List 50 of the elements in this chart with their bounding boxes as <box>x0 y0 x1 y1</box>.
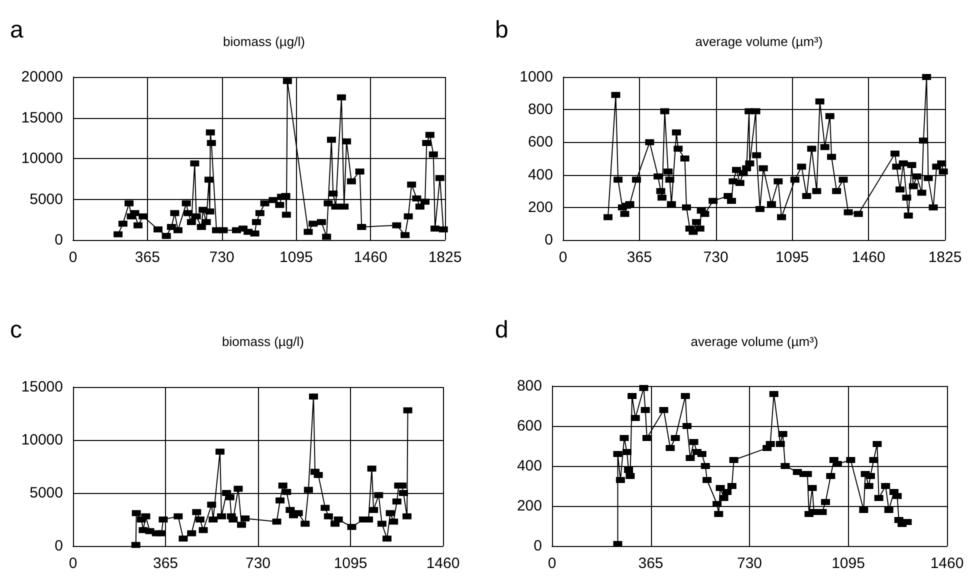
y-tick-label: 800 <box>516 378 542 394</box>
y-tick-label: 400 <box>516 458 542 474</box>
y-tick-label: 600 <box>516 418 542 434</box>
x-tick-label: 1095 <box>832 555 865 572</box>
x-tick-label: 365 <box>152 555 178 572</box>
y-tick-label: 0 <box>54 232 63 248</box>
x-tick-label: 730 <box>736 555 762 572</box>
x-tick-label: 1460 <box>852 249 886 266</box>
x-tick-label: 0 <box>68 555 78 572</box>
chart-title: average volume (µm³) <box>690 334 818 349</box>
y-tick-label: 200 <box>528 198 553 216</box>
y-tick-label: 15000 <box>21 378 63 396</box>
x-tick-label: 730 <box>245 555 271 572</box>
text: b <box>495 16 508 44</box>
x-tick-label: 1095 <box>280 249 313 266</box>
y-tick-label: 1000 <box>520 68 553 86</box>
x-tick-label: 365 <box>638 555 664 572</box>
y-tick-label: 10000 <box>21 432 63 448</box>
y-tick-label: 800 <box>528 101 553 118</box>
x-tick-label: 730 <box>703 249 728 266</box>
y-tick-label: 5000 <box>30 484 63 502</box>
chart-title: average volume (µm³) <box>695 34 823 49</box>
chart-title: biomass (µg/l) <box>223 34 305 49</box>
x-tick-label: 0 <box>68 249 78 266</box>
y-tick-label: 0 <box>544 232 553 248</box>
text: a <box>10 16 24 44</box>
x-tick-label: 365 <box>626 249 652 266</box>
x-tick-label: 1825 <box>928 249 962 266</box>
x-tick-label: 730 <box>209 249 234 266</box>
y-tick-label: 600 <box>528 134 553 151</box>
y-tick-label: 400 <box>528 166 553 184</box>
y-tick-label: 20000 <box>21 68 63 86</box>
point <box>309 394 318 400</box>
text: c <box>10 316 22 344</box>
x-tick-label: 0 <box>558 249 568 266</box>
y-tick-label: 0 <box>534 538 542 554</box>
y-tick-label: 200 <box>516 498 542 514</box>
chart-title: biomass (µg/l) <box>222 334 304 349</box>
x-tick-label: 1460 <box>354 249 388 266</box>
y-tick-label: 0 <box>54 538 63 554</box>
x-tick-label: 1460 <box>426 555 460 572</box>
x-tick-label: 1460 <box>930 555 964 572</box>
text: d <box>495 316 508 344</box>
x-tick-label: 1825 <box>428 249 462 266</box>
y-tick-label: 15000 <box>21 109 63 126</box>
x-tick-label: 1095 <box>334 555 368 572</box>
x-tick-label: 365 <box>134 249 160 266</box>
y-tick-label: 10000 <box>21 150 63 167</box>
y-tick-label: 5000 <box>30 190 63 208</box>
x-tick-label: 1095 <box>776 249 809 266</box>
